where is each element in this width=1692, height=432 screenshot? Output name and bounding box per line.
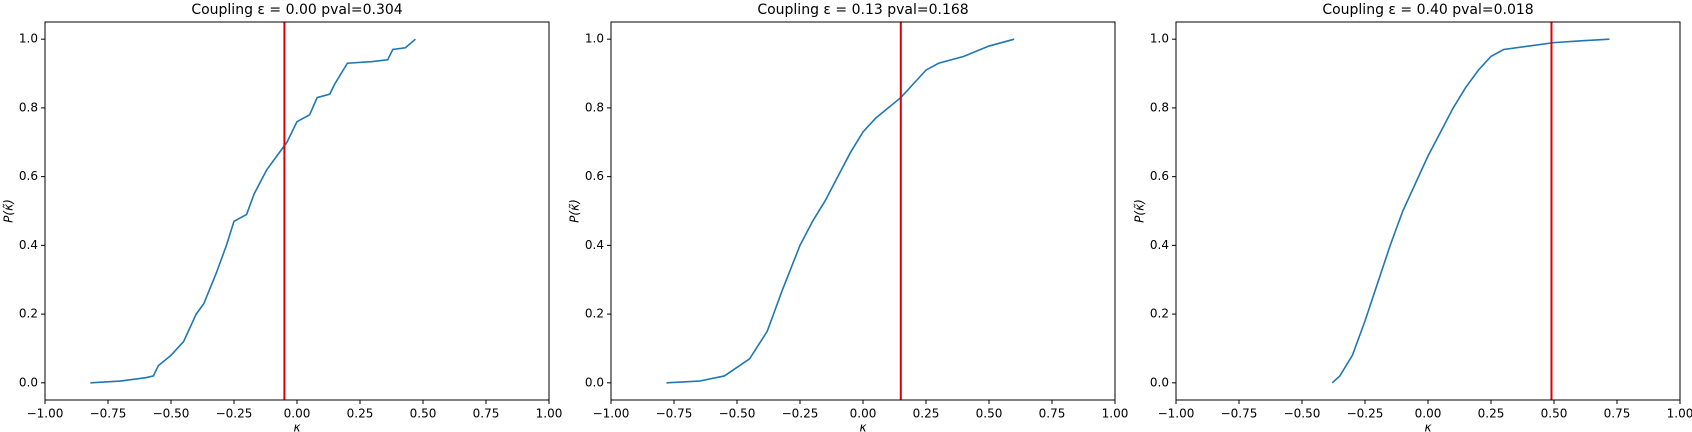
y-tick-label: 0.2 [19, 307, 38, 321]
x-tick-label: −0.25 [1347, 407, 1384, 421]
chart-title: Coupling ε = 0.00 pval=0.304 [191, 2, 402, 18]
y-tick-label: 0.6 [1150, 169, 1169, 183]
cdf-line [1331, 38, 1610, 384]
x-tick-label: 1.00 [1667, 407, 1692, 421]
y-tick-label: 0.8 [19, 100, 38, 114]
y-tick-label: 0.4 [19, 238, 38, 252]
x-tick-label: 0.00 [850, 407, 877, 421]
x-tick-label: 0.00 [284, 407, 311, 421]
y-tick-label: 0.4 [1150, 238, 1169, 252]
x-tick-label: −1.00 [27, 407, 64, 421]
x-tick-label: −0.75 [90, 407, 127, 421]
cdf-line [90, 38, 416, 384]
y-tick-label: 0.6 [19, 169, 38, 183]
x-axis-label: κ [1424, 421, 1432, 432]
chart-title: Coupling ε = 0.13 pval=0.168 [757, 2, 968, 18]
x-tick-label: −0.50 [153, 407, 190, 421]
x-tick-label: 0.00 [1415, 407, 1442, 421]
x-tick-label: −1.00 [593, 407, 630, 421]
axes-frame [610, 21, 1116, 401]
x-tick-label: 1.00 [1102, 407, 1129, 421]
axes-frame [44, 21, 550, 401]
x-tick-label: −0.25 [216, 407, 253, 421]
y-axis-label: P(κ̃) [1133, 199, 1147, 223]
x-axis-label: κ [293, 421, 301, 432]
x-tick-label: 0.75 [473, 407, 500, 421]
y-tick-label: 0.6 [585, 169, 604, 183]
y-axis-label: P(κ̃) [568, 199, 582, 223]
y-tick-label: 0.2 [585, 307, 604, 321]
y-tick-label: 1.0 [1150, 32, 1169, 46]
cdf-line [666, 38, 1015, 384]
x-tick-label: −0.25 [782, 407, 819, 421]
y-tick-label: 0.2 [1150, 307, 1169, 321]
x-tick-label: 0.75 [1039, 407, 1066, 421]
x-tick-label: −1.00 [1158, 407, 1195, 421]
x-tick-label: −0.75 [656, 407, 693, 421]
x-axis-label: κ [859, 421, 867, 432]
y-tick-label: 0.8 [585, 100, 604, 114]
y-axis-label: P(κ̃) [2, 199, 16, 223]
y-tick-label: 0.0 [585, 375, 604, 389]
y-tick-label: 0.4 [585, 238, 604, 252]
x-tick-label: 0.25 [347, 407, 374, 421]
y-tick-label: 1.0 [19, 32, 38, 46]
x-tick-label: 0.50 [1541, 407, 1568, 421]
x-tick-label: 0.25 [1478, 407, 1505, 421]
y-tick-label: 0.0 [19, 375, 38, 389]
axes-frame [1175, 21, 1681, 401]
x-tick-label: −0.50 [1284, 407, 1321, 421]
x-tick-label: 0.50 [410, 407, 437, 421]
x-tick-label: −0.75 [1221, 407, 1258, 421]
x-tick-label: 0.50 [976, 407, 1003, 421]
x-tick-label: 1.00 [536, 407, 563, 421]
y-tick-label: 0.0 [1150, 375, 1169, 389]
y-tick-label: 1.0 [585, 32, 604, 46]
chart-title: Coupling ε = 0.40 pval=0.018 [1322, 2, 1533, 18]
x-tick-label: −0.50 [719, 407, 756, 421]
y-tick-label: 0.8 [1150, 100, 1169, 114]
x-tick-label: 0.25 [913, 407, 940, 421]
x-tick-label: 0.75 [1604, 407, 1631, 421]
